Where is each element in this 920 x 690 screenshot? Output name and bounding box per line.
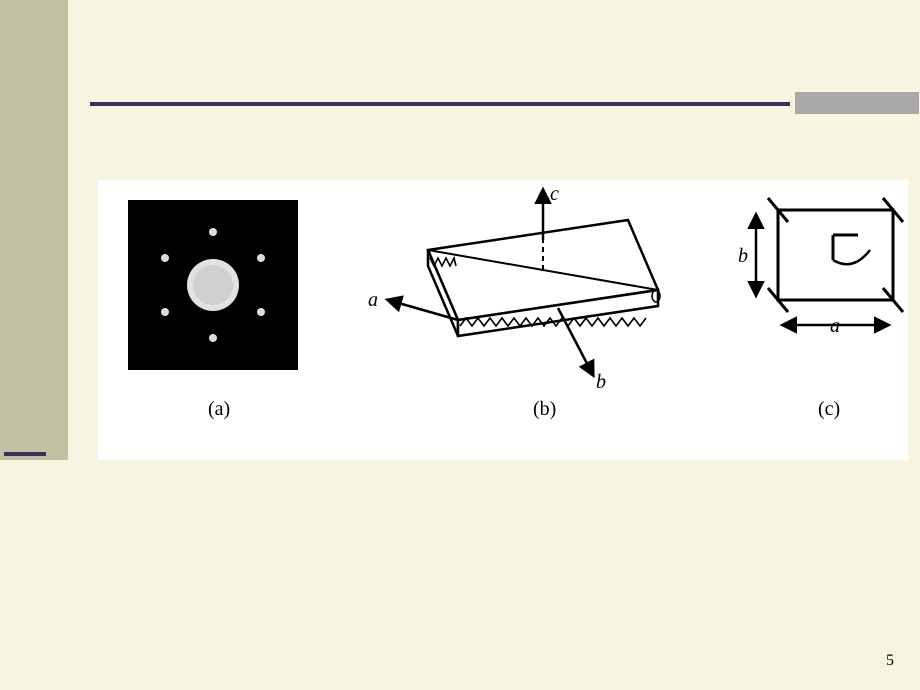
axis-a-label: a bbox=[368, 289, 378, 311]
title-rule bbox=[90, 102, 790, 106]
accent-rule-short bbox=[4, 452, 46, 456]
slide: (a) bbox=[0, 0, 920, 690]
panel-a-caption: (a) bbox=[208, 398, 230, 420]
panel-a: (a) bbox=[128, 200, 298, 420]
sidebar-accent bbox=[0, 0, 68, 460]
edge-a-label: a bbox=[830, 315, 840, 337]
panel-c: b a (c) bbox=[738, 198, 903, 420]
panel-b: c a b (b) bbox=[368, 183, 660, 420]
axis-b-label: b bbox=[596, 371, 606, 393]
figure-svg: (a) bbox=[98, 180, 908, 460]
panel-b-caption: (b) bbox=[533, 398, 556, 420]
accent-block-right bbox=[795, 92, 919, 114]
axis-c-label: c bbox=[550, 183, 559, 205]
figure-container: (a) bbox=[98, 180, 908, 460]
page-number: 5 bbox=[886, 652, 894, 670]
panel-c-caption: (c) bbox=[818, 398, 840, 420]
edge-b-label: b bbox=[738, 245, 748, 267]
